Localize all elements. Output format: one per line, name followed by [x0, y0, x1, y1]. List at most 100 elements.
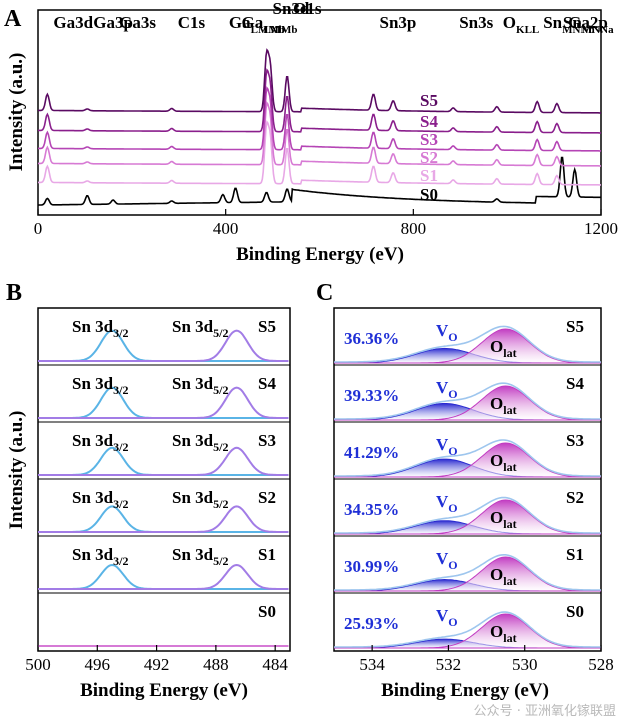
olat-area-s0 — [334, 613, 601, 649]
x-tick-label: 500 — [25, 655, 51, 674]
sn3d32-label-main: Sn 3d — [72, 374, 114, 393]
peak-label: OKLL — [503, 13, 539, 36]
sample-label-s3: S3 — [566, 431, 584, 450]
sn3d52-label-sub: 5/2 — [213, 383, 228, 397]
peak-label: Ga3d — [53, 13, 93, 32]
peak-label: SnMNNb — [543, 13, 594, 36]
x-tick-label: 530 — [512, 655, 538, 674]
x-tick-label: 532 — [436, 655, 462, 674]
peak-label: Ga3s — [119, 13, 156, 32]
sn3d52-label: Sn 3d5/2 — [172, 488, 228, 511]
vo-label: VO — [436, 606, 458, 629]
olat-label-sub: lat — [503, 403, 516, 417]
spectrum-s5 — [38, 48, 601, 114]
sn3d32-label-sub: 3/2 — [113, 497, 128, 511]
olat-label-main: O — [490, 622, 503, 641]
sn3d52-label-sub: 5/2 — [213, 554, 228, 568]
peak-label-sub: LMMb — [251, 24, 285, 36]
panel-c-label: C — [316, 280, 333, 306]
sn3d-curve-s2 — [38, 505, 289, 533]
panel-b-x-axis-title: Binding Energy (eV) — [80, 680, 248, 701]
olat-area-s1 — [334, 556, 601, 592]
peak-label-main: Ga3p — [93, 13, 133, 32]
peak-label-group: GaLMMb — [229, 13, 285, 36]
olat-area-s4 — [334, 385, 601, 421]
vo-label: VO — [436, 549, 458, 572]
olat-label-main: O — [490, 451, 503, 470]
panel-c-spectra — [334, 325, 601, 649]
sample-label-s0: S0 — [566, 602, 584, 621]
envelope-s1 — [334, 553, 601, 591]
vo-label-main: V — [436, 378, 449, 397]
sample-label-s4: S4 — [258, 374, 276, 393]
sn3d32-label-sub: 3/2 — [113, 440, 128, 454]
vo-label: VO — [436, 435, 458, 458]
olat-label: Olat — [490, 565, 517, 588]
peak-label-sub: LMMb — [263, 24, 297, 36]
envelope-s4 — [334, 382, 601, 420]
sn3d32-label-main: Sn 3d — [72, 317, 114, 336]
sample-label-s2: S2 — [566, 488, 584, 507]
vo-label-main: V — [436, 606, 449, 625]
olat-label-sub: lat — [503, 517, 516, 531]
olat-label: Olat — [490, 394, 517, 417]
peak-label-main: Ga — [242, 13, 264, 32]
panel-b-x-ticks: 500 496 492 488 484 — [25, 645, 288, 674]
sn3d32-label: Sn 3d3/2 — [72, 488, 128, 511]
peak-label-group: Ga3s — [119, 13, 156, 32]
vo-label-main: V — [436, 492, 449, 511]
sn3d32-label: Sn 3d3/2 — [72, 545, 128, 568]
peak-label-sub: MNNa — [582, 24, 614, 36]
x-tick-label: 400 — [213, 219, 239, 238]
sample-label-s4: S4 — [420, 112, 438, 131]
vo-percent-s5: 36.36% — [344, 329, 399, 348]
sn3d52-label-sub: 5/2 — [213, 326, 228, 340]
sn3d32-label-main: Sn 3d — [72, 545, 114, 564]
sn3d32-label-main: Sn 3d — [72, 488, 114, 507]
vo-label: VO — [436, 378, 458, 401]
sample-label-s2: S2 — [420, 148, 438, 167]
vo-percent-s1: 30.99% — [344, 557, 399, 576]
sample-label-s0: S0 — [258, 602, 276, 621]
peak-label-main: Sn — [563, 13, 582, 32]
sn3d-curve-s1 — [38, 563, 289, 590]
vo-label-main: V — [436, 321, 449, 340]
peak-label-group: SnMNNa — [563, 13, 614, 36]
olat-label-sub: lat — [503, 346, 516, 360]
sn3d52-label-sub: 5/2 — [213, 440, 228, 454]
vo-label-sub: O — [448, 330, 457, 344]
sn3d52-label-main: Sn 3d — [172, 317, 214, 336]
peak-label-main: Sn3p — [380, 13, 417, 32]
olat-label-sub: lat — [503, 574, 516, 588]
vo-label-sub: O — [448, 558, 457, 572]
vo-label-main: V — [436, 549, 449, 568]
olat-label: Olat — [490, 508, 517, 531]
olat-area-s5 — [334, 328, 601, 364]
sn3d52-label: Sn 3d5/2 — [172, 374, 228, 397]
sample-label-s3: S3 — [258, 431, 276, 450]
spectrum-s1 — [38, 120, 601, 186]
peak-label-group: GaLMMb — [242, 13, 298, 36]
sample-label-s1: S1 — [420, 166, 438, 185]
olat-label: Olat — [490, 451, 517, 474]
peak-label-group: Sn3p — [380, 13, 417, 32]
olat-label-sub: lat — [503, 631, 516, 645]
panel-b-label: B — [6, 280, 22, 306]
peak-label-main: Ga3s — [119, 13, 156, 32]
panel-a-label: A — [4, 6, 22, 32]
peak-label-main: Sn3s — [459, 13, 493, 32]
envelope-s3 — [334, 439, 601, 477]
peak-label: Sn3d — [273, 0, 310, 18]
sample-label-s3: S3 — [420, 130, 438, 149]
spectrum-s4 — [38, 68, 601, 134]
peak-label: Ga3p — [93, 13, 133, 32]
sn3d-curve-s4 — [38, 386, 289, 419]
peak-label-main: Sn — [543, 13, 562, 32]
vo-label: VO — [436, 492, 458, 515]
sn3d32-label-sub: 3/2 — [113, 554, 128, 568]
sample-label-s2: S2 — [258, 488, 276, 507]
olat-label-main: O — [490, 508, 503, 527]
sn3d52-label-sub: 5/2 — [213, 497, 228, 511]
